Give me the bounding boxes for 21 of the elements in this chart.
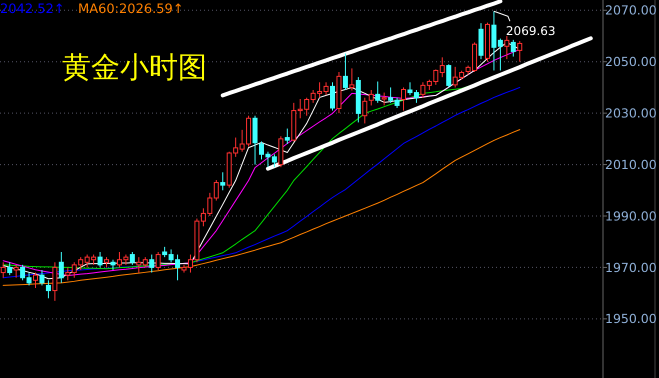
y-tick-label: 2010.00 (605, 156, 657, 172)
candlestick (504, 36, 510, 60)
line-series (220, 0, 502, 98)
annotation: 2069.63 (506, 24, 556, 38)
line-series (2, 129, 520, 286)
candlestick (356, 76, 361, 123)
text: 黄金小时图 (62, 50, 207, 84)
y-tick-label: 2050.00 (605, 54, 657, 70)
y-tick-label: 1970.00 (605, 260, 657, 275)
line-series (266, 36, 593, 171)
y-tick-label: 1990.00 (605, 208, 657, 224)
candlestick (284, 128, 290, 144)
candlestick (220, 172, 226, 191)
y-tick-label: 1950.00 (605, 311, 657, 326)
text: MA60:2026.59↑ (78, 2, 184, 17)
y-tick-label: 2070.00 (605, 2, 657, 18)
candlestick (58, 252, 64, 284)
y-tick-label: 2030.00 (605, 106, 657, 121)
text: 2042.52↑ (0, 2, 65, 17)
candlestick (362, 97, 368, 124)
candlestick (252, 115, 258, 166)
